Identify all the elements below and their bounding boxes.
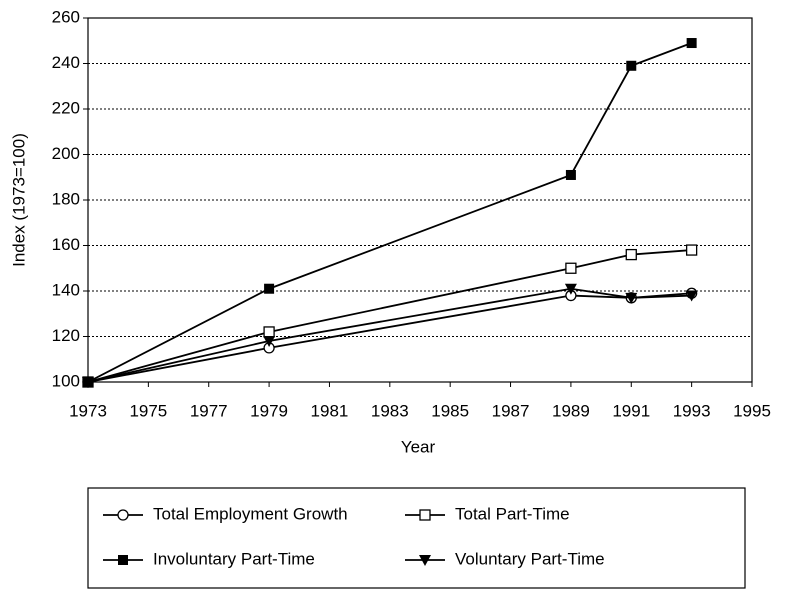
y-tick-label: 140 <box>52 280 80 299</box>
x-tick-label: 1993 <box>673 401 711 420</box>
y-axis-label: Index (1973=100) <box>9 133 28 267</box>
marker <box>685 244 698 256</box>
y-tick-label: 120 <box>52 326 80 345</box>
x-tick-label: 1991 <box>612 401 650 420</box>
plot-frame <box>87 17 753 383</box>
x-tick-label: 1995 <box>733 401 771 420</box>
y-tick-label: 200 <box>52 144 80 163</box>
y-tick-label: 160 <box>52 235 80 254</box>
x-tick-label: 1977 <box>190 401 228 420</box>
marker <box>686 38 697 49</box>
marker <box>625 292 638 304</box>
marker <box>565 262 577 274</box>
marker <box>118 555 128 565</box>
marker <box>626 60 637 71</box>
legend-label: Total Part-Time <box>455 504 570 523</box>
series-line <box>87 42 692 383</box>
marker <box>564 283 577 295</box>
x-tick-label: 1973 <box>69 401 107 420</box>
marker <box>419 555 431 566</box>
x-tick-label: 1983 <box>371 401 409 420</box>
marker <box>419 509 431 521</box>
x-tick-label: 1979 <box>250 401 288 420</box>
legend-label: Involuntary Part-Time <box>153 549 315 568</box>
x-tick-label: 1985 <box>431 401 469 420</box>
x-axis-label: Year <box>401 437 436 456</box>
y-tick-label: 260 <box>52 7 80 26</box>
marker <box>82 377 94 388</box>
x-tick-label: 1981 <box>311 401 349 420</box>
legend-box <box>87 487 746 589</box>
y-tick-label: 100 <box>52 371 80 390</box>
marker <box>565 169 576 180</box>
y-tick-label: 220 <box>52 98 80 117</box>
x-tick-label: 1975 <box>129 401 167 420</box>
marker <box>263 336 276 348</box>
y-tick-label: 240 <box>52 53 80 72</box>
x-tick-label: 1987 <box>492 401 530 420</box>
marker <box>625 248 637 261</box>
marker <box>685 290 698 302</box>
marker <box>264 283 275 294</box>
y-tick-label: 180 <box>52 189 80 208</box>
legend-label: Total Employment Growth <box>153 504 348 523</box>
legend-label: Voluntary Part-Time <box>455 549 605 568</box>
marker <box>117 509 129 521</box>
marker <box>263 326 275 338</box>
x-tick-label: 1989 <box>552 401 590 420</box>
